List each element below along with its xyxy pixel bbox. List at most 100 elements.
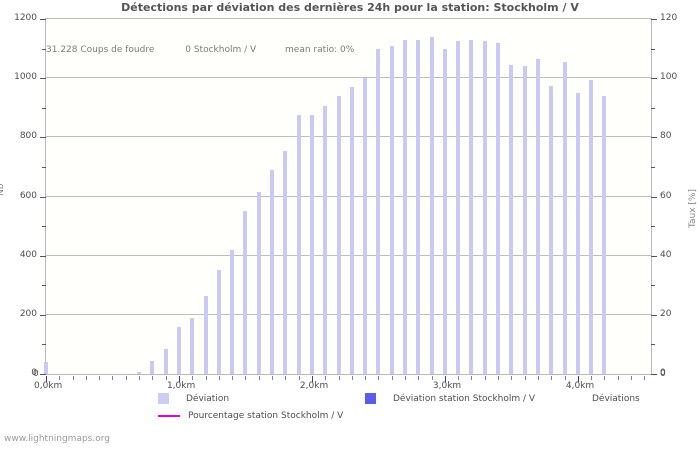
legend-label: Déviation <box>186 394 230 404</box>
bar <box>203 295 208 374</box>
bar <box>442 48 447 374</box>
y-tick-label-left: 200 <box>19 308 37 319</box>
x-tick <box>591 376 593 380</box>
x-tick <box>537 376 539 380</box>
y-tick-label-left: 1000 <box>14 72 37 83</box>
y-tick-label-left: 400 <box>19 249 37 260</box>
bar <box>535 58 540 374</box>
y-tick-label-left: 1200 <box>14 13 37 23</box>
x-tick <box>351 376 353 380</box>
x-tick <box>298 376 300 380</box>
x-tick-label: 1,0km <box>166 381 196 391</box>
x-tick <box>139 376 141 380</box>
x-tick <box>444 376 446 382</box>
x-tick <box>165 376 167 380</box>
gridline <box>46 254 651 256</box>
y-tick-right <box>651 166 655 168</box>
x-tick <box>431 376 433 380</box>
bar <box>403 39 407 374</box>
legend-swatch-line <box>158 415 180 417</box>
x-tick <box>85 376 87 380</box>
bar <box>176 326 181 374</box>
bar <box>509 64 514 374</box>
x-tick <box>218 376 220 380</box>
y-tick-right <box>651 48 655 50</box>
y-tick-label-left: 800 <box>19 131 37 142</box>
x-tick <box>617 376 619 380</box>
bar <box>150 360 155 374</box>
x-tick <box>245 376 247 380</box>
y-tick-left <box>40 374 46 375</box>
x-tick <box>498 376 500 380</box>
strikes-label: Coups de foudre <box>80 45 155 55</box>
x-tick <box>72 376 74 380</box>
bar <box>270 169 275 374</box>
x-axis-label: Déviations <box>592 394 640 404</box>
x-tick <box>391 376 393 380</box>
y-tick-left <box>42 107 46 109</box>
x-tick <box>604 376 606 380</box>
bar <box>137 371 142 374</box>
bar <box>323 106 328 374</box>
x-tick-label: 4,0km <box>565 381 595 391</box>
y-tick-label-right: 40 <box>660 249 672 260</box>
y-tick-right <box>651 196 657 198</box>
bar <box>589 79 594 374</box>
bar <box>575 92 580 374</box>
x-tick <box>524 376 526 380</box>
y-tick-left <box>40 314 46 316</box>
y-tick-label-left: 0 <box>31 368 37 378</box>
y-tick-left <box>40 196 46 198</box>
x-tick <box>205 376 207 380</box>
x-axis-zero-left: 0 <box>33 369 39 379</box>
x-tick <box>272 376 274 380</box>
bar <box>469 39 474 374</box>
x-tick <box>577 376 579 382</box>
x-tick <box>325 376 327 380</box>
watermark-footer: www.lightningmaps.org <box>4 434 110 444</box>
y-tick-right <box>651 78 657 80</box>
y-tick-label-right: 0 <box>660 368 666 378</box>
y-tick-left <box>40 137 46 139</box>
legend-swatch-square <box>158 393 169 404</box>
y-tick-label-right: 20 <box>660 308 672 319</box>
y-tick-left <box>40 255 46 257</box>
y-tick-label-left: 600 <box>19 190 37 201</box>
bar <box>296 115 301 374</box>
x-tick <box>311 376 313 382</box>
y-tick-right <box>651 285 655 287</box>
x-tick <box>418 376 420 380</box>
y-tick-right <box>651 344 655 346</box>
bar <box>336 95 341 374</box>
bar <box>363 78 368 374</box>
x-tick <box>192 376 194 380</box>
x-tick <box>125 376 127 380</box>
x-tick <box>258 376 260 380</box>
y-tick-left <box>42 166 46 168</box>
legend-label: Pourcentage station Stockholm / V <box>188 411 344 421</box>
x-tick <box>471 376 473 380</box>
x-tick <box>564 376 566 380</box>
x-tick-label: 2,0km <box>299 381 329 391</box>
strikes-count: 31.228 <box>46 45 78 55</box>
y-tick-left <box>42 344 46 346</box>
x-tick <box>484 376 486 380</box>
bar <box>216 270 221 374</box>
y-tick-right <box>651 107 655 109</box>
chart-legend: Déviation Déviation station Stockholm / V… <box>0 391 700 425</box>
x-tick <box>378 376 380 380</box>
bar <box>44 362 48 374</box>
legend-label: Déviation station Stockholm / V <box>393 394 536 404</box>
x-tick <box>59 376 61 380</box>
y-tick-label-right: 120 <box>660 13 678 23</box>
chart-title: Détections par déviation des dernières 2… <box>121 1 579 14</box>
x-tick <box>285 376 287 380</box>
legend-swatch-square <box>365 393 376 404</box>
bar <box>522 66 527 374</box>
x-tick <box>112 376 114 380</box>
bar-series-deviation <box>44 19 651 374</box>
bar <box>256 192 261 374</box>
x-tick <box>232 376 234 380</box>
bar <box>549 85 554 374</box>
